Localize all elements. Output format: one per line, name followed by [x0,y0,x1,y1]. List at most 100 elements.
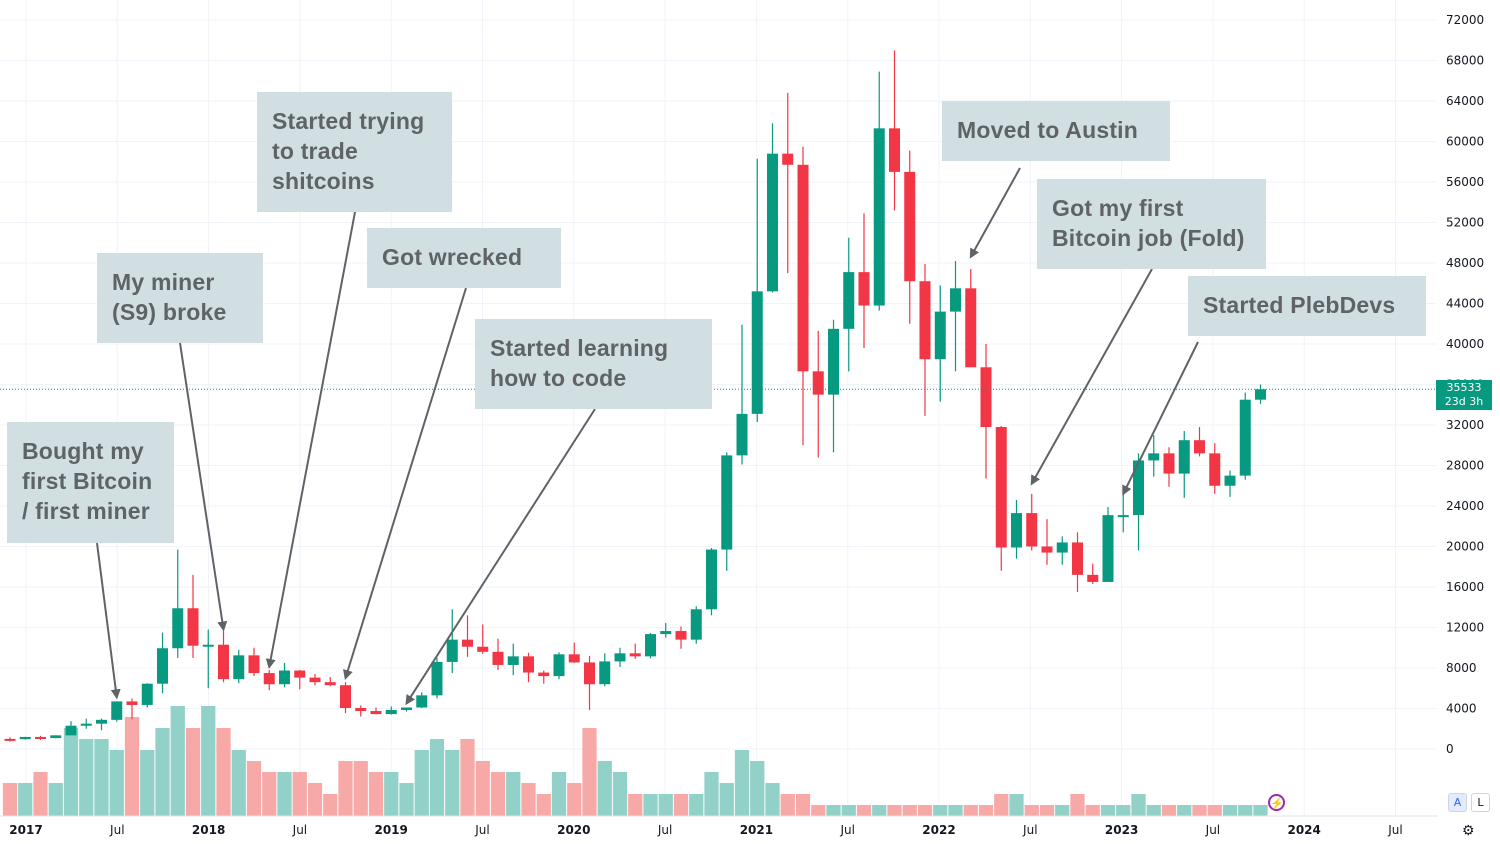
candle-body [690,609,702,640]
volume-bar [628,794,643,816]
candles [4,50,1266,742]
candle-body [873,128,885,306]
candle-body [1056,542,1068,553]
candle-body [1178,440,1190,474]
candle-body [1194,440,1205,454]
gear-icon[interactable]: ⚙ [1462,822,1475,838]
candle-body [50,735,62,739]
annotation-arrow [1030,268,1153,486]
candle-body [507,656,519,665]
volume-bar [1131,794,1146,816]
candle-body [4,738,16,741]
y-tick-label: 12000 [1446,621,1484,635]
candle-body [1255,389,1266,400]
volume-bar [414,750,429,816]
volume-bar [963,805,978,816]
candle-body [965,288,977,368]
candle-body [126,701,138,705]
x-tick-label: 2024 [1287,823,1320,837]
candle-body [172,608,184,649]
y-tick-label: 20000 [1446,540,1484,554]
y-tick-label: 44000 [1446,297,1484,311]
x-tick-label: Jul [474,823,489,837]
log-scale-button[interactable]: L [1471,793,1490,812]
volume-bar [765,783,780,816]
volume-bar [887,805,902,816]
candle-body [767,153,778,292]
x-tick-label: 2022 [922,823,955,837]
x-tick-label: Jul [1205,823,1220,837]
annotation-learning-code: Started learning how to code [475,319,712,409]
x-tick-label: Jul [1022,823,1037,837]
candle-body [462,639,473,647]
y-tick-label: 56000 [1446,175,1484,189]
candle-body [431,661,443,696]
volume-bar [262,772,277,816]
volume-bar [567,783,582,816]
annotation-miner-broke: My miner (S9) broke [97,253,263,343]
candle-body [446,639,458,662]
volume-bar [2,783,18,816]
candle-body [80,723,92,726]
y-tick-label: 32000 [1446,418,1484,432]
lightning-icon[interactable]: ⚡ [1268,794,1285,811]
volume-bar [33,772,48,816]
candle-body [1011,513,1022,548]
candle-body [828,328,839,395]
candle-body [995,427,1007,548]
volume-bar [734,750,750,816]
x-tick-label: Jul [292,823,307,837]
volume-bar [1070,794,1085,816]
volume-bar [582,728,597,816]
candle-body [782,153,794,165]
volume-bar [658,794,673,816]
candle-body [492,651,504,665]
candle-body [248,655,260,674]
volume-bar [521,783,536,816]
volume-bar [933,805,948,816]
volume-bar [811,805,826,816]
volume-bar [216,728,231,816]
candle-body [706,549,717,610]
volume-bar [445,750,460,816]
candle-body [1224,475,1236,486]
volume-bar [323,794,338,816]
auto-scale-button[interactable]: A [1448,793,1467,812]
volume-bar [1222,805,1238,816]
candle-body [675,631,687,640]
volume-bar [185,728,201,816]
candle-body [1133,460,1144,516]
candle-body [919,281,931,360]
candle-body [96,719,107,724]
candle-body [294,670,306,678]
volume-bar [551,772,567,816]
candle-body [629,653,641,657]
volume-bar [978,805,994,816]
volume-bar [63,728,79,816]
volume-bar [1085,805,1100,816]
volume-bar [780,794,795,816]
volume-bar [643,794,658,816]
candle-body [279,670,290,685]
candle-body [980,367,992,428]
volume-bar [490,772,506,816]
volume-bar [277,772,292,816]
volume-bar [1009,794,1024,816]
volume-bar [170,706,185,816]
candle-body [950,288,961,312]
x-tick-label: 2023 [1105,823,1138,837]
candle-body [858,272,870,306]
volume-bar [856,805,872,816]
candle-body [538,672,550,677]
candle-body [584,662,595,685]
candle-body [1102,515,1114,582]
volume-bar [841,805,856,816]
volume-bar [673,794,689,816]
volume-bar [368,772,384,816]
volume-bar [612,772,628,816]
volume-bar [399,783,414,816]
annotation-got-wrecked: Got wrecked [367,228,561,288]
volume-bar [1116,805,1131,816]
y-tick-label: 40000 [1446,337,1484,351]
candle-body [340,685,351,708]
